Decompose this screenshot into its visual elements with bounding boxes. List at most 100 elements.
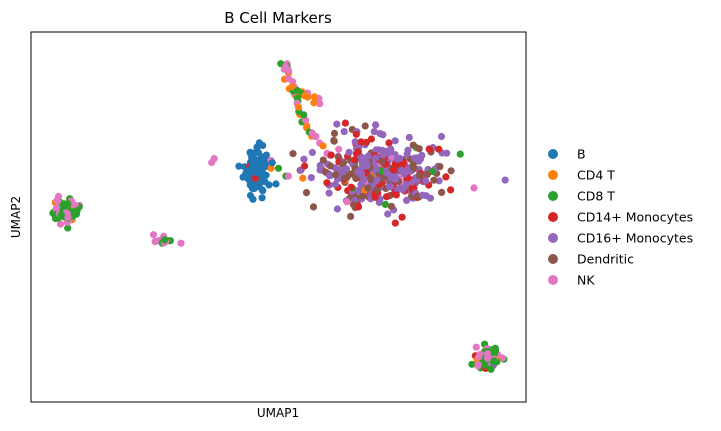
point-dendritic: [436, 163, 444, 171]
point-b: [261, 152, 269, 160]
point-nk: [64, 213, 72, 221]
point-b: [265, 181, 273, 189]
point-dendritic: [361, 122, 369, 130]
point-cd14-monocytes: [383, 193, 391, 201]
point-dendritic: [423, 170, 431, 178]
point-b: [235, 162, 243, 170]
point-nk: [177, 239, 185, 247]
point-dendritic: [358, 192, 366, 200]
point-b: [268, 159, 276, 167]
legend-marker-nk: [548, 275, 558, 285]
point-cd16-monocytes: [373, 176, 381, 184]
point-cd14-monocytes: [425, 145, 434, 153]
legend-label-cd14-monocytes: CD14+ Monocytes: [577, 210, 693, 225]
point-dendritic: [415, 145, 423, 153]
point-cd14-monocytes: [371, 193, 379, 201]
point-dendritic: [438, 188, 446, 196]
point-cd8-t: [490, 357, 498, 365]
point-cd16-monocytes: [340, 128, 348, 136]
point-nk: [282, 62, 290, 71]
point-cd14-monocytes: [357, 138, 365, 146]
point-cd16-monocytes: [384, 210, 392, 218]
point-dendritic: [330, 137, 338, 145]
point-dendritic: [347, 212, 355, 220]
point-cd14-monocytes: [323, 179, 331, 187]
point-dendritic: [364, 184, 372, 192]
legend-label-b: B: [577, 147, 586, 162]
point-cd16-monocytes: [333, 120, 341, 128]
point-cd16-monocytes: [399, 186, 407, 194]
point-cd16-monocytes: [372, 121, 380, 129]
point-cd16-monocytes: [333, 205, 341, 213]
point-cd16-monocytes: [419, 191, 427, 199]
point-cd16-monocytes: [411, 154, 419, 162]
chart-title: B Cell Markers: [224, 9, 332, 27]
point-cd14-monocytes: [347, 183, 355, 191]
point-cd16-monocytes: [393, 155, 401, 163]
legend-marker-cd14-monocytes: [548, 212, 558, 222]
point-cd8-t: [293, 94, 301, 102]
point-cd16-monocytes: [325, 189, 333, 197]
point-cd16-monocytes: [345, 148, 353, 156]
point-cd16-monocytes: [342, 165, 350, 173]
point-nk: [343, 198, 351, 206]
point-cd16-monocytes: [364, 152, 372, 160]
point-cd16-monocytes: [501, 176, 509, 184]
point-nk: [316, 100, 324, 108]
point-b: [249, 195, 257, 203]
point-cd16-monocytes: [357, 169, 366, 177]
point-cd4-t: [267, 164, 275, 172]
y-axis-label: UMAP2: [9, 196, 23, 238]
scatter-points: [49, 60, 509, 373]
point-b: [258, 163, 266, 171]
point-dendritic: [330, 129, 339, 137]
point-cd16-monocytes: [331, 180, 339, 189]
point-nk: [149, 231, 158, 239]
point-dendritic: [347, 170, 355, 178]
point-cd14-monocytes: [354, 148, 362, 156]
legend-marker-cd4-t: [548, 170, 558, 180]
point-cd16-monocytes: [405, 133, 413, 142]
point-nk: [308, 129, 316, 137]
point-nk: [284, 172, 292, 180]
point-cd4-t: [294, 103, 303, 111]
point-cd16-monocytes: [351, 138, 359, 146]
point-cd4-t: [299, 174, 307, 182]
legend-label-cd16-monocytes: CD16+ Monocytes: [577, 231, 693, 246]
point-nk: [498, 354, 507, 362]
point-cd16-monocytes: [370, 128, 378, 136]
point-dendritic: [447, 167, 455, 175]
point-dendritic: [409, 141, 417, 149]
point-dendritic: [331, 171, 340, 179]
point-cd16-monocytes: [372, 154, 380, 162]
point-cd8-t: [293, 87, 301, 95]
legend-marker-cd8-t: [548, 191, 558, 201]
point-dendritic: [340, 174, 348, 183]
point-cd14-monocytes: [251, 174, 259, 182]
point-b: [258, 194, 266, 202]
point-cd14-monocytes: [390, 166, 398, 174]
legend-label-cd4-t: CD4 T: [577, 168, 615, 183]
point-nk: [53, 204, 61, 212]
legend-label-nk: NK: [577, 273, 595, 288]
point-cd4-t: [310, 93, 319, 101]
legend-label-dendritic: Dendritic: [577, 252, 634, 267]
point-dendritic: [319, 156, 327, 164]
point-cd8-t: [64, 224, 72, 232]
point-nk: [472, 343, 480, 351]
point-cd8-t: [274, 164, 283, 172]
point-cd16-monocytes: [354, 187, 362, 195]
plot-frame: [30, 31, 527, 403]
point-dendritic: [387, 202, 396, 210]
point-cd16-monocytes: [359, 176, 367, 184]
point-cd16-monocytes: [376, 130, 384, 138]
point-cd8-t: [468, 360, 476, 368]
point-nk: [56, 220, 65, 228]
point-cd8-t: [456, 150, 464, 158]
point-cd14-monocytes: [354, 203, 363, 211]
point-b: [249, 156, 257, 164]
point-cd16-monocytes: [435, 177, 443, 185]
point-dendritic: [430, 176, 438, 184]
point-cd14-monocytes: [362, 138, 370, 146]
